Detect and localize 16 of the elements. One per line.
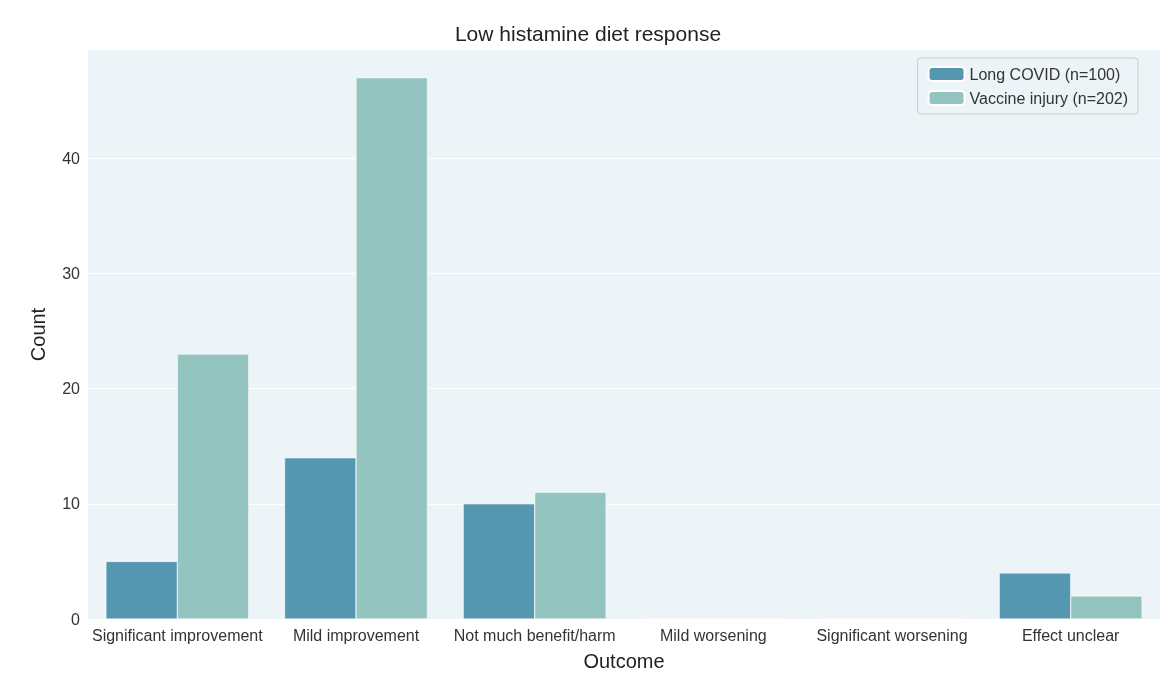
y-tick-label: 30: [62, 264, 81, 282]
y-axis-title: Count: [27, 307, 49, 362]
x-tick-label: Not much benefit/harm: [453, 626, 616, 644]
y-tick-label: 40: [62, 149, 81, 167]
x-tick-label: Significant worsening: [816, 626, 968, 644]
x-tick-label: Significant improvement: [91, 626, 264, 644]
x-tick-label: Effect unclear: [1021, 626, 1121, 644]
y-tick-label: 0: [71, 610, 81, 628]
x-axis-title: Outcome: [583, 650, 665, 672]
legend-label: Vaccine injury (n=202): [969, 89, 1128, 107]
y-tick-label: 20: [62, 380, 81, 398]
chart-title: Low histamine diet response: [454, 22, 722, 45]
x-tick-label: Mild worsening: [659, 626, 767, 644]
y-tick-label: 10: [62, 495, 81, 513]
legend-label: Long COVID (n=100): [969, 65, 1121, 83]
x-tick-label: Mild improvement: [292, 626, 420, 644]
